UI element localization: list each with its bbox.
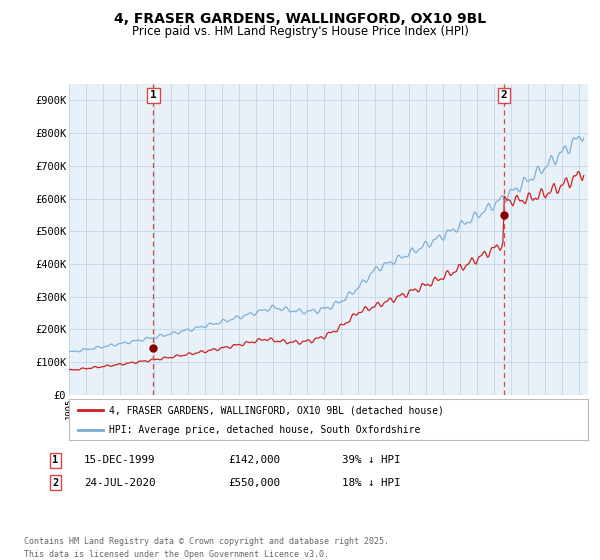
Text: 2: 2 (52, 478, 58, 488)
Text: 15-DEC-1999: 15-DEC-1999 (84, 455, 155, 465)
Text: £142,000: £142,000 (228, 455, 280, 465)
Text: Price paid vs. HM Land Registry's House Price Index (HPI): Price paid vs. HM Land Registry's House … (131, 25, 469, 38)
Text: 2: 2 (500, 91, 507, 100)
Text: 39% ↓ HPI: 39% ↓ HPI (342, 455, 401, 465)
Text: 24-JUL-2020: 24-JUL-2020 (84, 478, 155, 488)
Text: 4, FRASER GARDENS, WALLINGFORD, OX10 9BL (detached house): 4, FRASER GARDENS, WALLINGFORD, OX10 9BL… (109, 405, 445, 415)
Text: HPI: Average price, detached house, South Oxfordshire: HPI: Average price, detached house, Sout… (109, 424, 421, 435)
Text: 1: 1 (150, 91, 157, 100)
Text: £550,000: £550,000 (228, 478, 280, 488)
Text: 18% ↓ HPI: 18% ↓ HPI (342, 478, 401, 488)
Text: 1: 1 (52, 455, 58, 465)
Text: 4, FRASER GARDENS, WALLINGFORD, OX10 9BL: 4, FRASER GARDENS, WALLINGFORD, OX10 9BL (114, 12, 486, 26)
Text: Contains HM Land Registry data © Crown copyright and database right 2025.
This d: Contains HM Land Registry data © Crown c… (24, 536, 389, 559)
